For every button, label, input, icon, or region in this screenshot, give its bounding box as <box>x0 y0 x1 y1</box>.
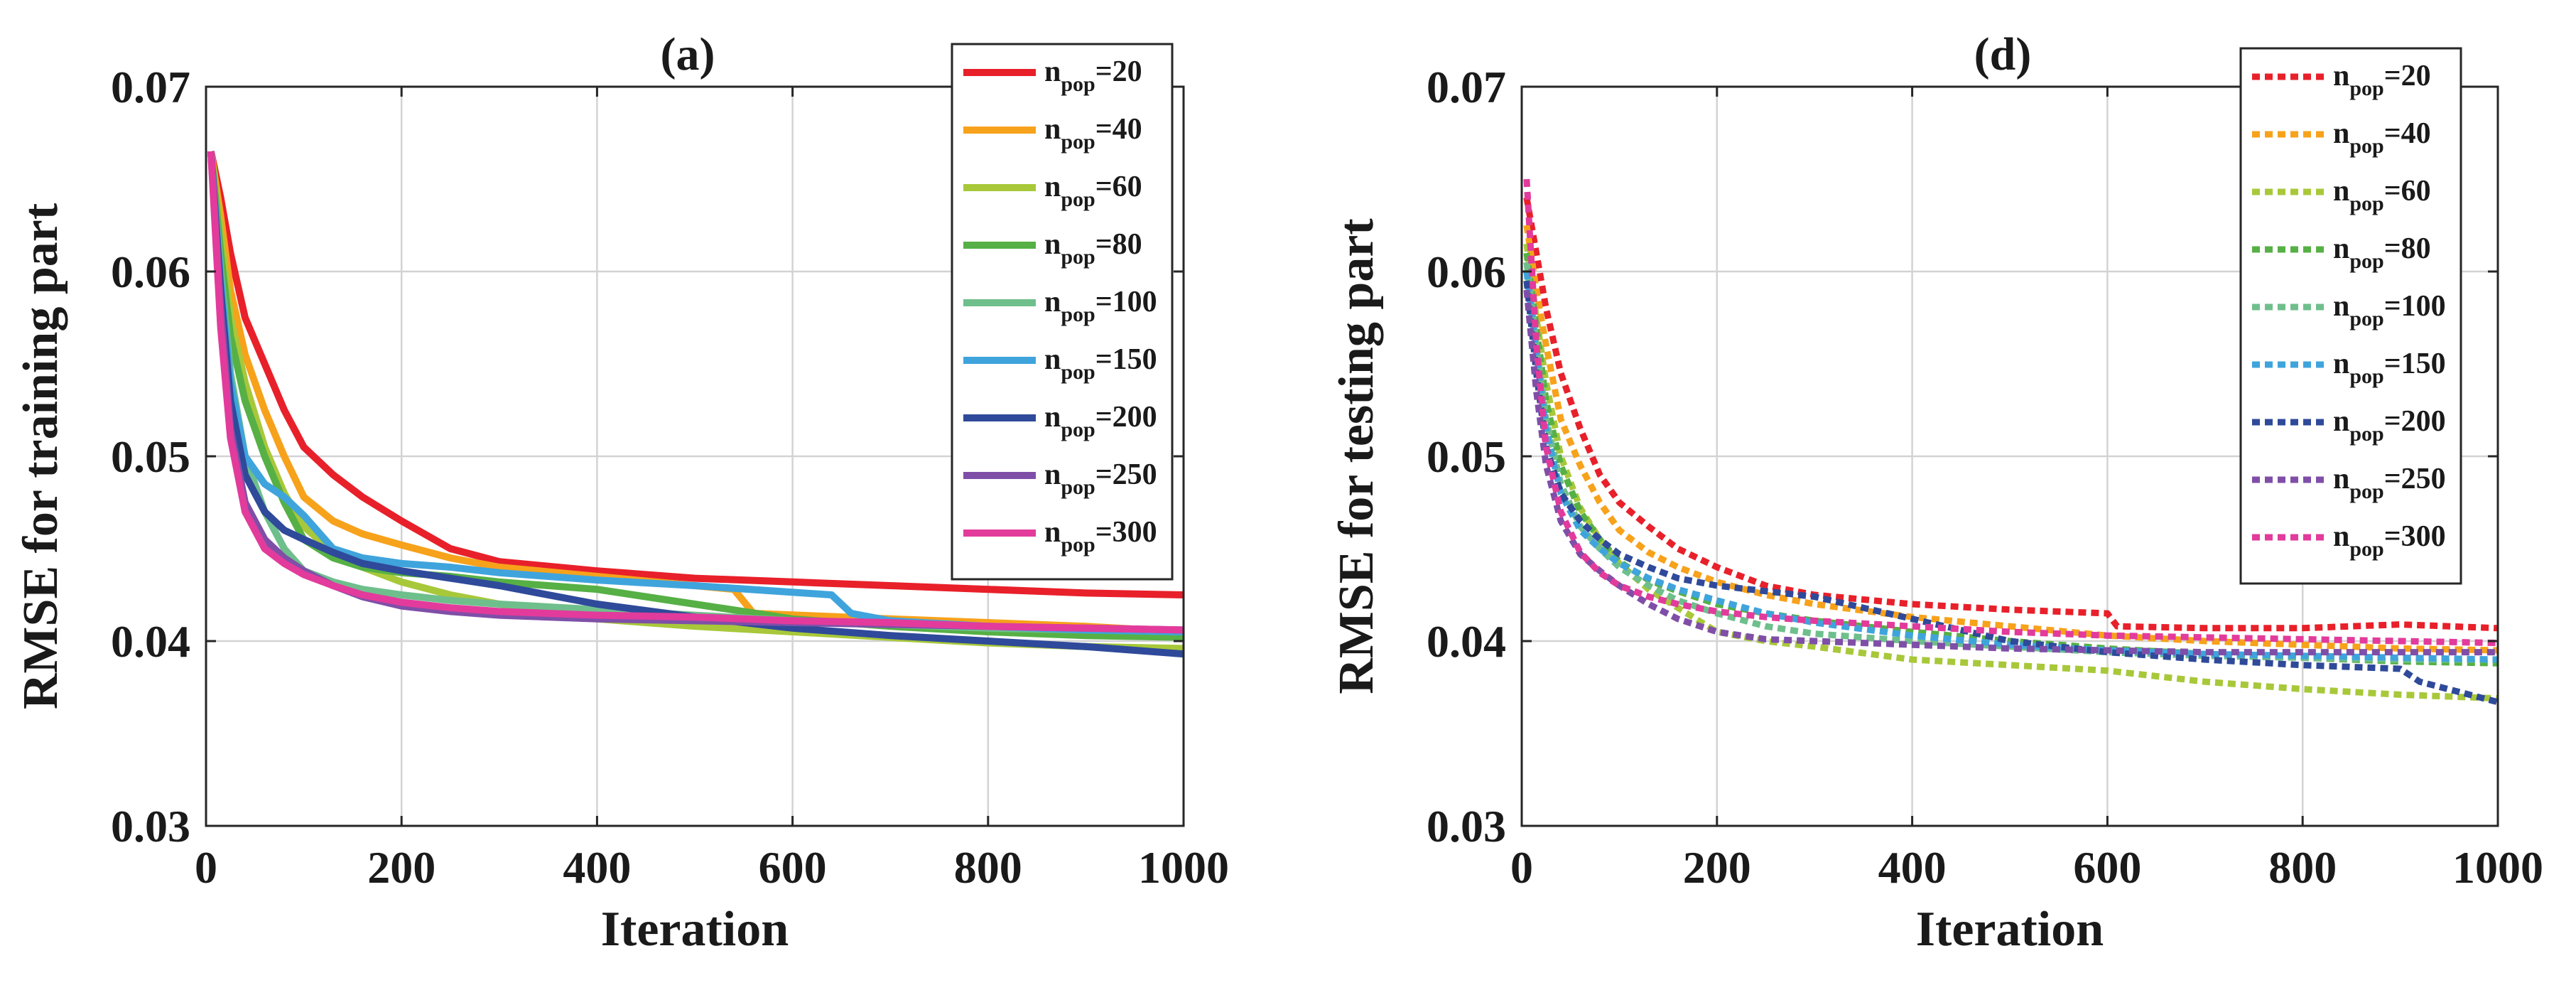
series-line-npop-20 <box>207 150 1184 598</box>
chart-title: (a) <box>661 28 715 80</box>
series-line-npop-200 <box>207 151 1184 658</box>
series-line-npop-150 <box>1523 271 2498 663</box>
legend-label: npop=80 <box>1044 228 1142 269</box>
legend-label: npop=20 <box>1044 55 1142 96</box>
legend-box <box>2239 47 2462 585</box>
legend-label: npop=40 <box>1044 113 1142 154</box>
y-tick-label: 0.07 <box>1427 62 1506 112</box>
legend-label: npop=300 <box>2333 520 2446 561</box>
series-group <box>1523 178 2498 706</box>
x-tick-label: 400 <box>563 842 631 893</box>
legend-label: npop=200 <box>1044 401 1157 441</box>
legend-label: npop=250 <box>2333 463 2446 503</box>
x-tick-label: 400 <box>1878 842 1947 893</box>
x-tick-label: 200 <box>1683 842 1751 893</box>
legend-label: npop=60 <box>2333 175 2431 215</box>
x-tick-label: 800 <box>2268 842 2337 893</box>
series-group <box>207 150 1184 658</box>
x-tick-label: 0 <box>195 842 217 893</box>
x-tick-label: 1000 <box>2452 842 2543 893</box>
x-tick-label: 600 <box>2073 842 2141 893</box>
chart-title: (d) <box>1974 28 2032 80</box>
legend-label: npop=20 <box>2333 60 2431 100</box>
y-tick-label: 0.05 <box>1427 431 1506 482</box>
legend: npop=20 npop=40 npop=60 npop=80 npop=100 npop… <box>951 43 1174 581</box>
chart-panel-1: 0 200 400 600 800 1000 0.03 0.04 0.05 0.06 0.07 (a)… <box>13 28 1229 957</box>
legend-label: npop=60 <box>1044 171 1142 211</box>
y-axis-label: RMSE for testing part <box>1329 218 1384 694</box>
y-tick-label: 0.03 <box>111 801 190 851</box>
series-line-npop-250 <box>1523 289 2498 656</box>
legend: npop=20 npop=40 npop=60 npop=80 npop=100 npop… <box>2239 47 2462 585</box>
x-tick-label: 800 <box>954 842 1022 893</box>
legend-label: npop=100 <box>2333 290 2446 330</box>
y-tick-label: 0.05 <box>111 431 190 482</box>
legend-label: npop=150 <box>1044 343 1157 384</box>
legend-label: npop=40 <box>2333 117 2431 158</box>
series-line-npop-20 <box>1523 197 2498 632</box>
series-line-npop-40 <box>1523 225 2498 654</box>
legend-label: npop=250 <box>1044 458 1157 499</box>
x-axis-label: Iteration <box>601 902 789 957</box>
x-axis-label: Iteration <box>1916 902 2104 957</box>
series-line-npop-200 <box>1523 280 2498 706</box>
x-tick-label: 0 <box>1510 842 1533 893</box>
legend-label: npop=150 <box>2333 348 2446 388</box>
legend-label: npop=80 <box>2333 232 2431 273</box>
y-tick-label: 0.06 <box>111 247 190 297</box>
y-tick-label: 0.03 <box>1427 801 1506 851</box>
legend-label: npop=200 <box>2333 405 2446 446</box>
legend-label: npop=300 <box>1044 516 1157 557</box>
legend-label: npop=100 <box>1044 286 1157 326</box>
y-tick-label: 0.07 <box>111 62 190 112</box>
series-line-npop-300 <box>1523 178 2498 647</box>
y-axis-label: RMSE for training part <box>13 203 68 709</box>
x-tick-label: 200 <box>367 842 435 893</box>
y-tick-label: 0.06 <box>1427 247 1506 297</box>
series-line-npop-60 <box>1523 243 2498 702</box>
x-tick-label: 600 <box>759 842 827 893</box>
series-line-npop-300 <box>207 151 1184 634</box>
chart-panel-2: 0 200 400 600 800 1000 0.03 0.04 0.05 0.06 0.07 (d)… <box>1329 28 2543 957</box>
x-tick-label: 1000 <box>1138 842 1229 893</box>
y-tick-label: 0.04 <box>111 616 190 667</box>
y-tick-label: 0.04 <box>1427 616 1506 667</box>
